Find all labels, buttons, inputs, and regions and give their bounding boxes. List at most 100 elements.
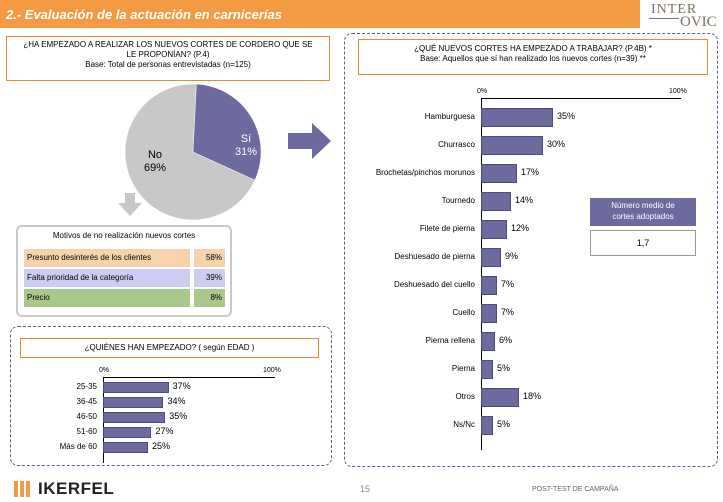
bar [481, 108, 553, 127]
right-question-box: ¿QUÉ NUEVOS CORTES HA EMPEZADO A TRABAJA… [358, 39, 708, 75]
age-panel [10, 326, 332, 466]
category-label: Hamburguesa [424, 111, 475, 121]
cuts-panel [344, 33, 718, 467]
bar [481, 192, 511, 211]
axis-label-min: 0% [99, 367, 110, 374]
pie-slice-si [192, 83, 262, 181]
bar-value-label: 27% [155, 426, 174, 436]
category-label: Ns/Nc [453, 419, 475, 429]
category-label: Deshuesado del cuello [394, 279, 475, 289]
pie-label-si: Sí 31% [233, 133, 259, 159]
category-label: Churrasco [438, 139, 475, 149]
numero-medio-value: 1,7 [590, 230, 696, 256]
category-label: Otros [455, 391, 475, 401]
pie-chart [124, 83, 262, 221]
pie-no-name: No [147, 149, 163, 161]
left-question-box: ¿HA EMPEZADO A REALIZAR LOS NUEVOS CORTE… [6, 36, 330, 81]
motivos-title: Motivos de no realización nuevos cortes [52, 231, 196, 240]
pie-slice-no [124, 83, 256, 221]
bar-value-label: 17% [521, 167, 540, 177]
right-question-line1: ¿QUÉ NUEVOS CORTES HA EMPEZADO A TRABAJA… [414, 44, 652, 53]
category-label: Tournedo [441, 195, 475, 205]
axis-label-max: 100% [669, 88, 687, 95]
logo-line2: OVIC [680, 14, 717, 30]
bar-value-label: 14% [515, 195, 534, 205]
bar [481, 416, 493, 435]
axis-label-max: 100% [263, 367, 281, 374]
motivos-row-text: Falta prioridad de la categoría [24, 269, 190, 287]
bar [481, 332, 495, 351]
motivos-row-text: Precio [24, 289, 190, 307]
pie-si-value: 31% [234, 146, 258, 158]
bar-value-label: 30% [547, 139, 566, 149]
logo-line1: INTER [651, 2, 698, 17]
category-label: Deshuesado de pierna [394, 251, 475, 261]
numero-medio-line2: cortes adoptados [612, 212, 674, 221]
bar [481, 248, 501, 267]
logo-rule [649, 18, 679, 19]
bar-value-label: 6% [499, 335, 513, 345]
title-bar: 2.- Evaluación de la actuación en carnic… [0, 0, 640, 28]
page-title: 2.- Evaluación de la actuación en carnic… [6, 7, 283, 22]
motivos-row-pct: 39% [194, 269, 225, 287]
bar [103, 427, 152, 438]
age-question: ¿QUIÉNES HAN EMPEZADO? ( según EDAD ) [84, 343, 255, 352]
bar-value-label: 7% [501, 279, 515, 289]
numero-medio-line1: Número medio de [611, 201, 675, 210]
category-label: Brochetas/pinchos morunos [375, 167, 475, 177]
bar [481, 136, 543, 155]
axis-label-min: 0% [477, 88, 488, 95]
bar [481, 360, 493, 379]
axis-line [481, 98, 681, 99]
bar-value-label: 18% [523, 391, 542, 401]
right-arrow-icon [288, 123, 331, 159]
category-label: Cuello [452, 307, 475, 317]
ikerfel-bars-icon [14, 481, 30, 497]
interovic-logo: INTER OVIC [645, 0, 723, 32]
motivos-row-pct: 58% [194, 249, 225, 267]
motivos-row-pct: 8% [194, 289, 225, 307]
bar-value-label: 7% [501, 307, 515, 317]
category-label: Pierna rellena [425, 335, 475, 345]
bar [481, 220, 507, 239]
right-question-line2: Base: Aquellos que sí han realizado los … [420, 54, 646, 63]
bar-value-label: 5% [497, 363, 511, 373]
bar [481, 304, 497, 323]
ikerfel-brand: IKERFEL [38, 479, 115, 498]
category-label: 46-50 [76, 411, 97, 421]
category-axis-line [481, 98, 482, 450]
pie-si-name: Sí [240, 133, 252, 145]
axis-line [103, 377, 275, 378]
left-question-line2: LE PROPONÍAN? (P.4) [126, 50, 210, 59]
left-question-base: Base: Total de personas entrevistadas (n… [85, 60, 251, 69]
bar-value-label: 9% [505, 251, 519, 261]
category-label: 25-35 [76, 381, 97, 391]
bar-value-label: 37% [172, 381, 191, 391]
left-question-line1: ¿HA EMPEZADO A REALIZAR LOS NUEVOS CORTE… [23, 40, 313, 49]
page-number: 15 [360, 484, 371, 494]
bar [481, 164, 517, 183]
bar-value-label: 12% [511, 223, 530, 233]
bar [103, 412, 166, 423]
motivos-row-text: Presunto desinterés de los clientes [24, 249, 190, 267]
bar-value-label: 25% [152, 441, 171, 451]
bar [103, 397, 164, 408]
bar-value-label: 35% [169, 411, 188, 421]
pie-no-value: 69% [143, 162, 167, 174]
bar [103, 382, 169, 393]
pie-label-no: No 69% [142, 149, 168, 175]
down-arrow-icon [118, 193, 142, 216]
category-label: Filete de pierna [419, 223, 475, 233]
bar-value-label: 34% [167, 396, 186, 406]
bar-value-label: 35% [557, 111, 576, 121]
age-question-box: ¿QUIÉNES HAN EMPEZADO? ( según EDAD ) [20, 338, 319, 358]
category-label: 36-45 [76, 396, 97, 406]
bar-value-label: 5% [497, 419, 511, 429]
category-label: Pierna [451, 363, 475, 373]
bar [481, 388, 519, 407]
bar [103, 442, 148, 453]
numero-medio-label: Número medio de cortes adoptados [590, 198, 696, 226]
footer-text: POST-TEST DE CAMPAÑA [532, 486, 619, 493]
category-label: 51-60 [76, 426, 97, 436]
